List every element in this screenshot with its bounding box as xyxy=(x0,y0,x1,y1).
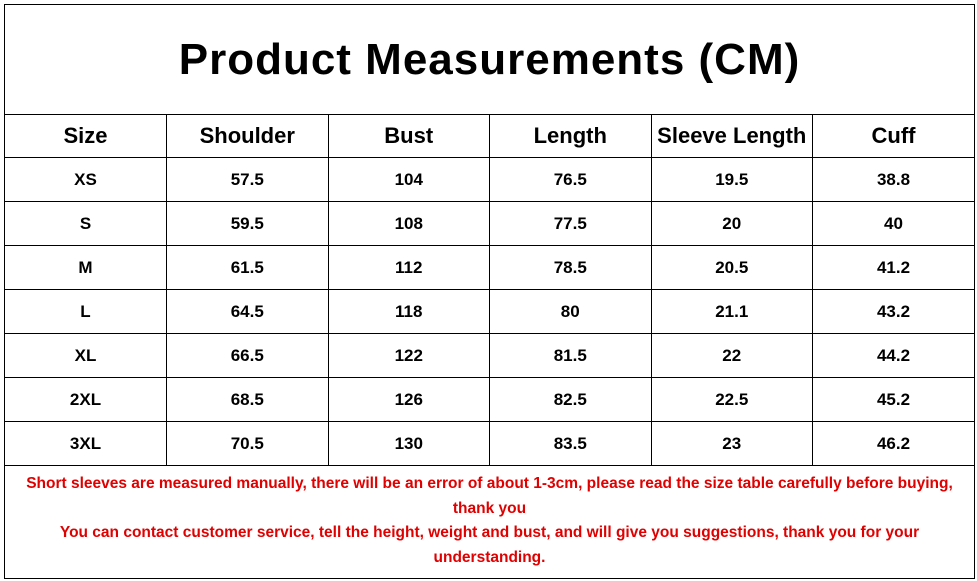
table-cell: 118 xyxy=(327,289,490,334)
table-cell: 20 xyxy=(650,201,813,246)
note: Short sleeves are measured manually, the… xyxy=(26,475,953,517)
table-cell: 82.5 xyxy=(489,377,652,422)
table-cell: 21.1 xyxy=(650,289,813,334)
table-row: XL 66.5 122 81.5 22 44.2 xyxy=(5,333,974,378)
table-body: XS 57.5 104 76.5 19.5 38.8 S 59.5 108 77.5 20 40 M 61… xyxy=(5,157,974,466)
table-cell: 66.5 xyxy=(166,333,329,378)
table-cell: 46.2 xyxy=(812,421,974,466)
table-cell: 126 xyxy=(327,377,490,422)
table-cell: 22 xyxy=(650,333,813,378)
table-cell: 122 xyxy=(327,333,490,378)
table-cell: S xyxy=(5,201,167,246)
note: You can contact customer service, tell t… xyxy=(59,524,920,566)
table-cell: 2XL xyxy=(5,377,167,422)
table-cell: 19.5 xyxy=(650,157,813,202)
table-cell: 40 xyxy=(812,201,974,246)
table-cell: 80 xyxy=(489,289,652,334)
table-cell: 68.5 xyxy=(166,377,329,422)
table-cell: 38.8 xyxy=(812,157,974,202)
header-row: Size Shoulder Bust Length Sleeve Length Cuff xyxy=(5,115,974,158)
table-row: 2XL 68.5 126 82.5 22.5 45.2 xyxy=(5,377,974,422)
table-row: S 59.5 108 77.5 20 40 xyxy=(5,201,974,246)
table-cell: 64.5 xyxy=(166,289,329,334)
table-cell: 104 xyxy=(327,157,490,202)
table-cell: 45.2 xyxy=(812,377,974,422)
sheet: Product Measurements (CM) Size Shoulder Bu… xyxy=(4,4,975,579)
table-cell: XL xyxy=(5,333,167,378)
column-header: Cuff xyxy=(812,115,974,158)
table-cell: 108 xyxy=(327,201,490,246)
table-cell: 23 xyxy=(650,421,813,466)
table-cell: L xyxy=(5,289,167,334)
column-header: Length xyxy=(489,115,652,158)
table-row: XS 57.5 104 76.5 19.5 38.8 xyxy=(5,157,974,202)
table-row: L 64.5 118 80 21.1 43.2 xyxy=(5,289,974,334)
title: Product Measurements (CM) xyxy=(5,5,974,115)
table-cell: 77.5 xyxy=(489,201,652,246)
notes: Short sleeves are measured manually, the… xyxy=(5,466,974,570)
table-row: 3XL 70.5 130 83.5 23 46.2 xyxy=(5,421,974,466)
size-table: Size Shoulder Bust Length Sleeve Length Cuff … xyxy=(5,115,974,466)
table-cell: 112 xyxy=(327,245,490,290)
column-header: Shoulder xyxy=(166,115,329,158)
table-row: M 61.5 112 78.5 20.5 41.2 xyxy=(5,245,974,290)
table-cell: 61.5 xyxy=(166,245,329,290)
table-cell: 70.5 xyxy=(166,421,329,466)
column-header: Size xyxy=(5,115,167,158)
table-cell: 81.5 xyxy=(489,333,652,378)
table-cell: 130 xyxy=(327,421,490,466)
table-cell: 59.5 xyxy=(166,201,329,246)
table-cell: M xyxy=(5,245,167,290)
table-cell: 43.2 xyxy=(812,289,974,334)
table-cell: 22.5 xyxy=(650,377,813,422)
table-cell: 3XL xyxy=(5,421,167,466)
table-cell: 83.5 xyxy=(489,421,652,466)
column-header: Sleeve Length xyxy=(650,115,813,158)
column-header: Bust xyxy=(327,115,490,158)
table-cell: 44.2 xyxy=(812,333,974,378)
table-cell: 20.5 xyxy=(650,245,813,290)
table-cell: 76.5 xyxy=(489,157,652,202)
table-cell: 57.5 xyxy=(166,157,329,202)
table-cell: XS xyxy=(5,157,167,202)
table-cell: 41.2 xyxy=(812,245,974,290)
table-cell: 78.5 xyxy=(489,245,652,290)
